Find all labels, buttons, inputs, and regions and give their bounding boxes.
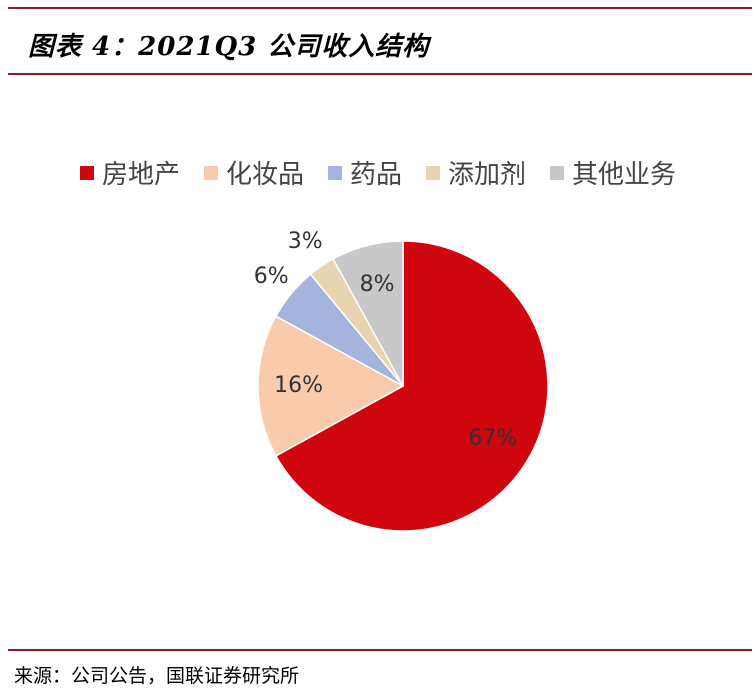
legend-item-other: 其他业务 <box>550 154 676 191</box>
legend-swatch <box>203 165 218 180</box>
legend-swatch <box>426 165 440 180</box>
label-cosmetics: 16% <box>274 373 323 398</box>
chart-title: 图表 4：2021Q3 公司收入结构 <box>28 32 430 62</box>
legend-item-additive: 添加剂 <box>426 154 526 191</box>
legend-label: 药品 <box>349 160 402 190</box>
label-other: 8% <box>360 272 395 297</box>
legend-label: 化妆品 <box>225 160 304 190</box>
label-real-estate: 67% <box>468 426 517 451</box>
legend-item-real-estate: 房地产 <box>79 154 180 191</box>
label-additive: 3% <box>288 229 323 254</box>
slice-real-estate <box>274 240 549 532</box>
pie-chart: 67% 16% 6% 3% 8% <box>254 229 549 532</box>
slice-cosmetics <box>257 315 405 457</box>
slice-other <box>332 240 404 387</box>
pie-slices <box>257 240 549 532</box>
pie-data-labels: 67% 16% 6% 3% 8% <box>254 229 518 451</box>
legend-label: 其他业务 <box>572 160 677 190</box>
source-note: 来源：公司公告，国联证券研究所 <box>14 665 300 687</box>
title-rule <box>8 73 752 75</box>
legend-label: 房地产 <box>101 160 180 190</box>
legend-item-pharma: 药品 <box>327 154 402 191</box>
legend: 房地产 化妆品 药品 添加剂 其他业务 <box>0 154 756 191</box>
label-pharma: 6% <box>254 264 289 289</box>
legend-swatch <box>550 165 565 180</box>
legend-label: 添加剂 <box>448 160 527 190</box>
legend-swatch <box>327 165 342 180</box>
top-rule <box>8 7 752 9</box>
bottom-rule <box>8 649 752 651</box>
legend-swatch <box>79 165 94 180</box>
legend-item-cosmetics: 化妆品 <box>203 154 304 191</box>
